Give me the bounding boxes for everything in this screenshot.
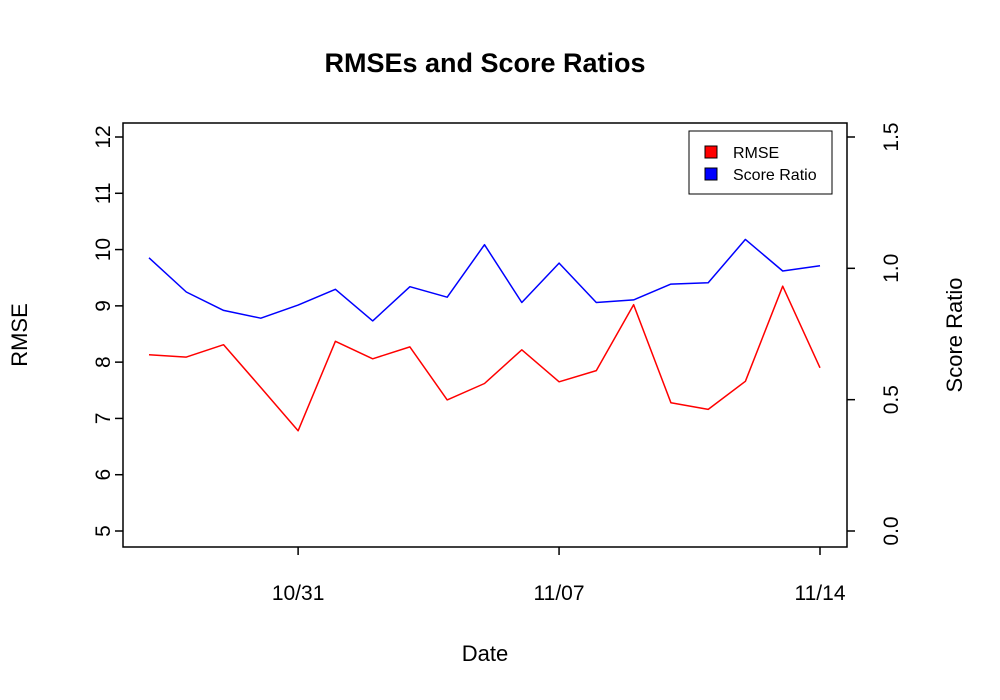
x-tick-label: 11/07 bbox=[534, 582, 585, 605]
y-right-tick-label: 1.0 bbox=[880, 254, 903, 283]
y-left-tick-label: 5 bbox=[92, 525, 115, 537]
y-left-tick-label: 12 bbox=[92, 125, 115, 148]
series-line-score-ratio bbox=[148, 238, 821, 322]
legend-box bbox=[688, 130, 833, 195]
x-tick-label: 11/14 bbox=[795, 582, 846, 605]
series-line-rmse bbox=[148, 285, 821, 432]
x-axis: 10/31 11/07 11/14 bbox=[272, 547, 846, 605]
x-axis-label: Date bbox=[462, 641, 508, 666]
y-left-tick-label: 8 bbox=[92, 356, 115, 368]
series-layer bbox=[148, 238, 821, 432]
legend-swatch-score-ratio bbox=[704, 167, 718, 181]
plot-frame bbox=[122, 122, 848, 548]
x-tick-label: 10/31 bbox=[272, 582, 325, 605]
y-right-tick-label: 0.0 bbox=[880, 516, 903, 545]
y-left-tick-label: 6 bbox=[92, 469, 115, 481]
y-left-tick-label: 11 bbox=[92, 182, 115, 204]
y-left-tick-label: 7 bbox=[92, 413, 115, 425]
legend-label-score-ratio: Score Ratio bbox=[733, 167, 817, 184]
y-right-tick-label: 1.5 bbox=[880, 122, 903, 151]
y-right-axis: 0.0 0.5 1.0 1.5 bbox=[847, 122, 903, 546]
legend: RMSE Score Ratio bbox=[688, 130, 833, 195]
y-right-tick-label: 0.5 bbox=[880, 385, 903, 414]
legend-swatch-rmse bbox=[704, 145, 718, 159]
y-left-tick-label: 9 bbox=[92, 300, 115, 312]
chart-title: RMSEs and Score Ratios bbox=[324, 48, 645, 78]
y-left-axis-label: RMSE bbox=[7, 303, 32, 367]
legend-label-rmse: RMSE bbox=[733, 145, 779, 162]
y-left-axis: 5 6 7 8 9 10 11 12 bbox=[92, 125, 123, 537]
y-left-tick-label: 10 bbox=[92, 238, 115, 261]
y-right-axis-label: Score Ratio bbox=[942, 278, 967, 393]
